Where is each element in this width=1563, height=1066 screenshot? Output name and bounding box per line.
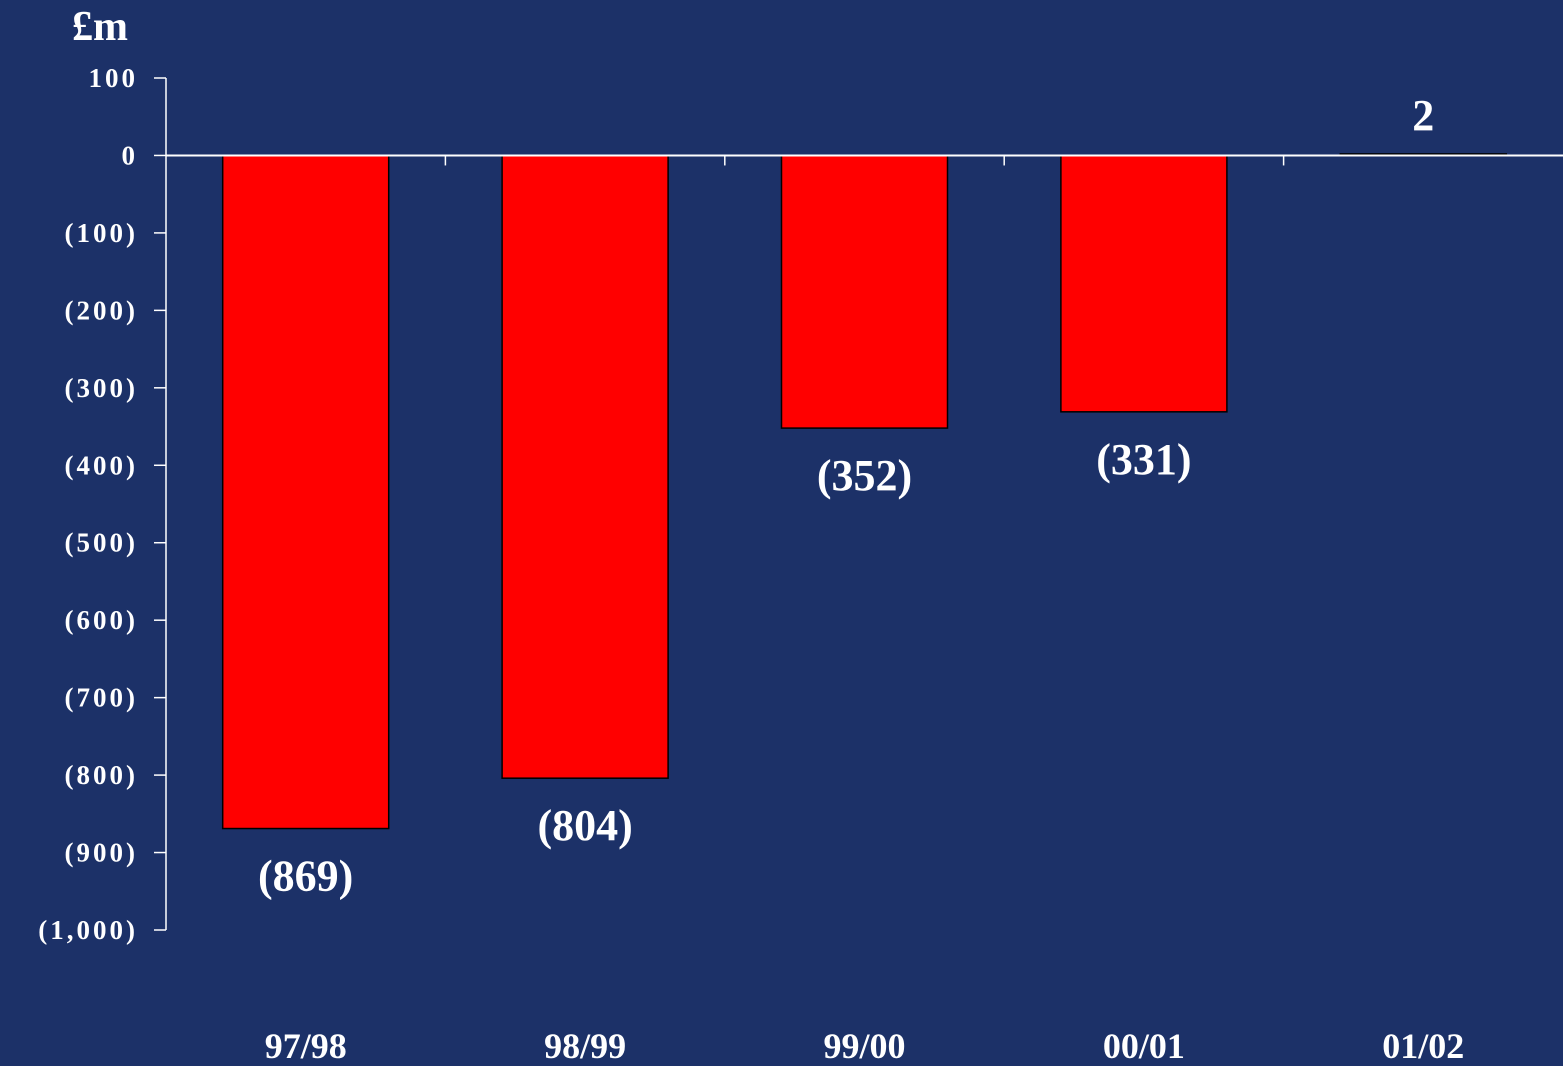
data-label: (804) [537,801,632,850]
x-category-label: 00/01 [1103,1026,1185,1066]
y-tick-label: (100) [65,218,138,248]
y-tick-label: (200) [65,295,138,325]
x-category-label: 98/99 [544,1026,626,1066]
y-axis: 100 0 (100) (200) (300) (400) (500) (600) (700) (… [38,63,167,945]
bar-98-99 [501,154,669,779]
y-tick-label: (900) [65,838,138,868]
y-tick-label: (700) [65,683,138,713]
y-tick-label: (800) [65,760,138,790]
bars [221,153,1508,830]
y-tick-label: 0 [122,140,139,170]
x-category-label: 01/02 [1382,1026,1464,1066]
data-label: (869) [258,852,353,901]
data-labels: (869) (804) (352) (331) 2 [258,91,1434,901]
y-tick-label: (500) [65,528,138,558]
bar-99-00 [780,154,949,429]
x-axis-labels: 97/98 98/99 99/00 00/01 01/02 [265,1026,1465,1066]
y-unit-label: £m [72,4,128,50]
bar-00-01 [1060,154,1228,413]
bar-97-98 [221,154,390,830]
x-category-label: 99/00 [823,1026,905,1066]
y-tick-label: (1,000) [38,915,138,945]
data-label: (352) [817,451,912,500]
y-tick-label: 100 [89,63,139,93]
y-tick-label: (600) [65,605,138,635]
y-tick-label: (300) [65,373,138,403]
data-label: (331) [1096,435,1191,484]
data-label: 2 [1412,91,1434,140]
y-tick-label: (400) [65,450,138,480]
x-category-label: 97/98 [265,1026,347,1066]
zero-baseline [166,154,1563,166]
